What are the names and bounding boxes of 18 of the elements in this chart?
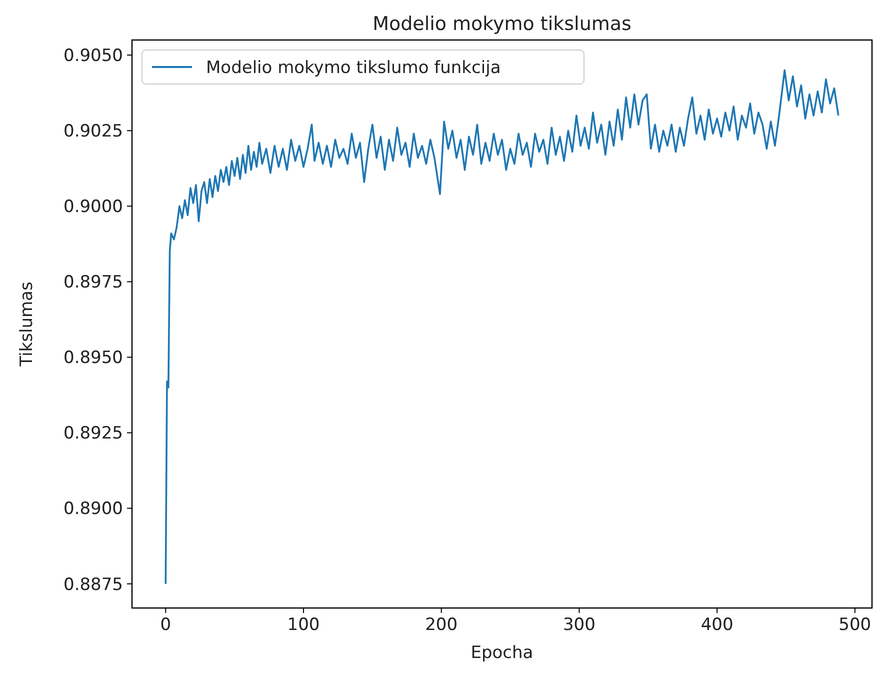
- y-tick-label: 0.8925: [64, 424, 123, 444]
- x-tick-label: 0: [160, 615, 172, 635]
- y-tick-label: 0.8950: [64, 348, 123, 368]
- x-tick-label: 400: [700, 615, 734, 635]
- x-axis-title: Epocha: [470, 643, 534, 663]
- y-tick-label: 0.8900: [64, 499, 123, 520]
- chart-title: Modelio mokymo tikslumas: [372, 13, 632, 35]
- legend-label: Modelio mokymo tikslumo funkcija: [206, 58, 501, 78]
- x-tick-label: 300: [562, 615, 596, 635]
- y-tick-label: 0.9050: [64, 46, 123, 66]
- y-tick-label: 0.8875: [64, 574, 123, 595]
- y-axis-title: Tikslumas: [16, 282, 37, 368]
- x-tick-label: 200: [425, 615, 458, 635]
- x-tick-label: 100: [287, 615, 320, 635]
- y-tick-label: 0.8975: [64, 272, 123, 293]
- y-tick-label: 0.9025: [64, 122, 123, 142]
- x-tick-label: 500: [838, 615, 872, 635]
- y-tick-label: 0.9000: [64, 197, 123, 218]
